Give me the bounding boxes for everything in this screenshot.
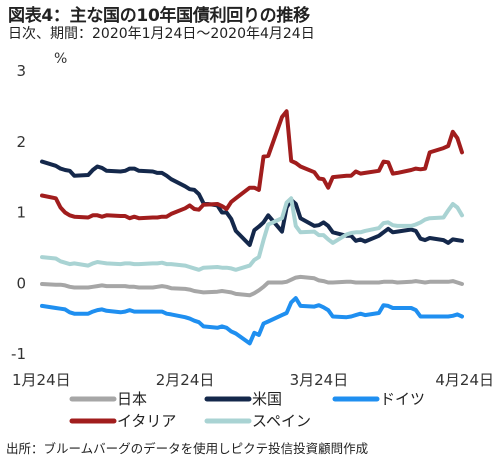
x-tick-label: 2月24日 bbox=[156, 371, 215, 389]
legend-label: 米国 bbox=[252, 390, 282, 408]
y-tick-label: 2 bbox=[16, 133, 26, 151]
legend-label: ドイツ bbox=[380, 390, 425, 408]
chart-subtitle: 日次、期間：2020年1月24日～2020年4月24日 bbox=[8, 26, 315, 42]
series-line bbox=[40, 109, 464, 221]
y-axis-ticks: 3 2 1 0 -1 bbox=[11, 62, 26, 363]
y-tick-label: 0 bbox=[16, 274, 26, 292]
series-line bbox=[40, 196, 464, 272]
y-axis-unit: % bbox=[54, 51, 67, 67]
series-line bbox=[40, 274, 464, 298]
x-tick-label: 1月24日 bbox=[12, 371, 71, 389]
x-axis-ticks: 1月24日 2月24日 3月24日 4月24日 bbox=[12, 371, 494, 389]
series-line bbox=[40, 296, 464, 346]
y-tick-label: -1 bbox=[11, 345, 26, 363]
y-tick-label: 3 bbox=[16, 62, 26, 80]
chart-title: 図表4：主な国の10年国債利回りの推移 bbox=[8, 6, 310, 26]
x-tick-label: 3月24日 bbox=[290, 371, 349, 389]
legend-label: イタリア bbox=[117, 412, 176, 430]
legend-label: 日本 bbox=[117, 390, 147, 408]
y-tick-label: 1 bbox=[16, 204, 26, 222]
legend-label: スペイン bbox=[252, 412, 311, 430]
x-tick-label: 4月24日 bbox=[435, 371, 494, 389]
series-lines bbox=[40, 109, 464, 346]
series-line bbox=[40, 159, 464, 247]
source-note: 出所：ブルームバーグのデータを使用しピクテ投信投資顧問作成 bbox=[6, 441, 369, 456]
